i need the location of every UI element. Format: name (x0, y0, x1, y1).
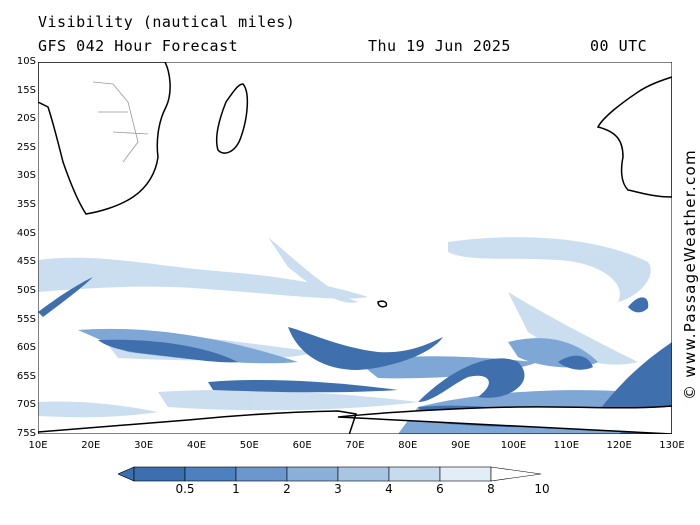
country-borders (92, 81, 149, 163)
lat-label: 25S (16, 141, 36, 153)
lon-label: 110E (553, 440, 580, 451)
lat-label: 60S (16, 342, 36, 354)
colorbar-label: 4 (385, 482, 393, 496)
lat-label: 30S (16, 170, 36, 182)
lat-label: 65S (16, 370, 36, 382)
lat-label: 55S (16, 313, 36, 325)
colorbar-label: 0.5 (175, 482, 195, 496)
lon-label: 60E (292, 440, 312, 451)
antarctica-coast (38, 405, 672, 434)
lat-label: 45S (16, 256, 36, 268)
lat-label: 40S (16, 227, 36, 239)
lat-label: 35S (16, 199, 36, 211)
kerguelen-island (377, 300, 388, 308)
colorbar-label: 3 (334, 482, 342, 496)
lat-label: 50S (16, 284, 36, 296)
lat-label: 20S (16, 113, 36, 125)
watermark: © www.PassageWeather.com (681, 149, 699, 400)
lon-label: 120E (606, 440, 632, 451)
lon-label: 50E (239, 440, 259, 451)
map-title: Visibility (nautical miles) (38, 13, 296, 31)
colorbar-segment (388, 466, 441, 482)
lat-label: 10S (16, 56, 36, 67)
australia-coast (596, 76, 672, 198)
lon-label: 130E (659, 440, 685, 451)
landmasses (38, 62, 672, 434)
colorbar-segment (184, 466, 237, 482)
lon-label: 70E (345, 440, 365, 451)
colorbar-label: 6 (436, 482, 444, 496)
lat-label: 75S (16, 428, 36, 439)
colorbar-min-arrow (118, 466, 135, 482)
forecast-date: Thu 19 Jun 2025 (368, 37, 511, 55)
legend-colorbar (118, 466, 542, 482)
lon-label: 30E (134, 440, 154, 451)
colorbar-segment (439, 466, 492, 482)
colorbar-max-arrow (490, 466, 542, 482)
colorbar-segment (133, 466, 186, 482)
visibility-map (38, 62, 672, 434)
lon-label: 100E (500, 440, 527, 451)
madagascar-coast (215, 83, 249, 154)
colorbar-label: 10 (534, 482, 550, 496)
lon-label: 20E (81, 440, 101, 451)
lat-label: 15S (16, 84, 36, 96)
colorbar-segment (286, 466, 339, 482)
lon-label: 90E (451, 440, 471, 451)
colorbar-segment (337, 466, 390, 482)
forecast-label: GFS 042 Hour Forecast (38, 37, 239, 55)
forecast-time: 00 UTC (590, 37, 648, 55)
lat-label: 70S (16, 399, 36, 411)
lon-label: 40E (186, 440, 207, 451)
colorbar-label: 2 (283, 482, 291, 496)
lon-label: 10E (28, 440, 48, 451)
lon-label: 80E (398, 440, 418, 451)
colorbar-label: 8 (487, 482, 495, 496)
colorbar-segment (235, 466, 288, 482)
africa-coast (38, 62, 171, 215)
colorbar-label: 1 (232, 482, 240, 496)
